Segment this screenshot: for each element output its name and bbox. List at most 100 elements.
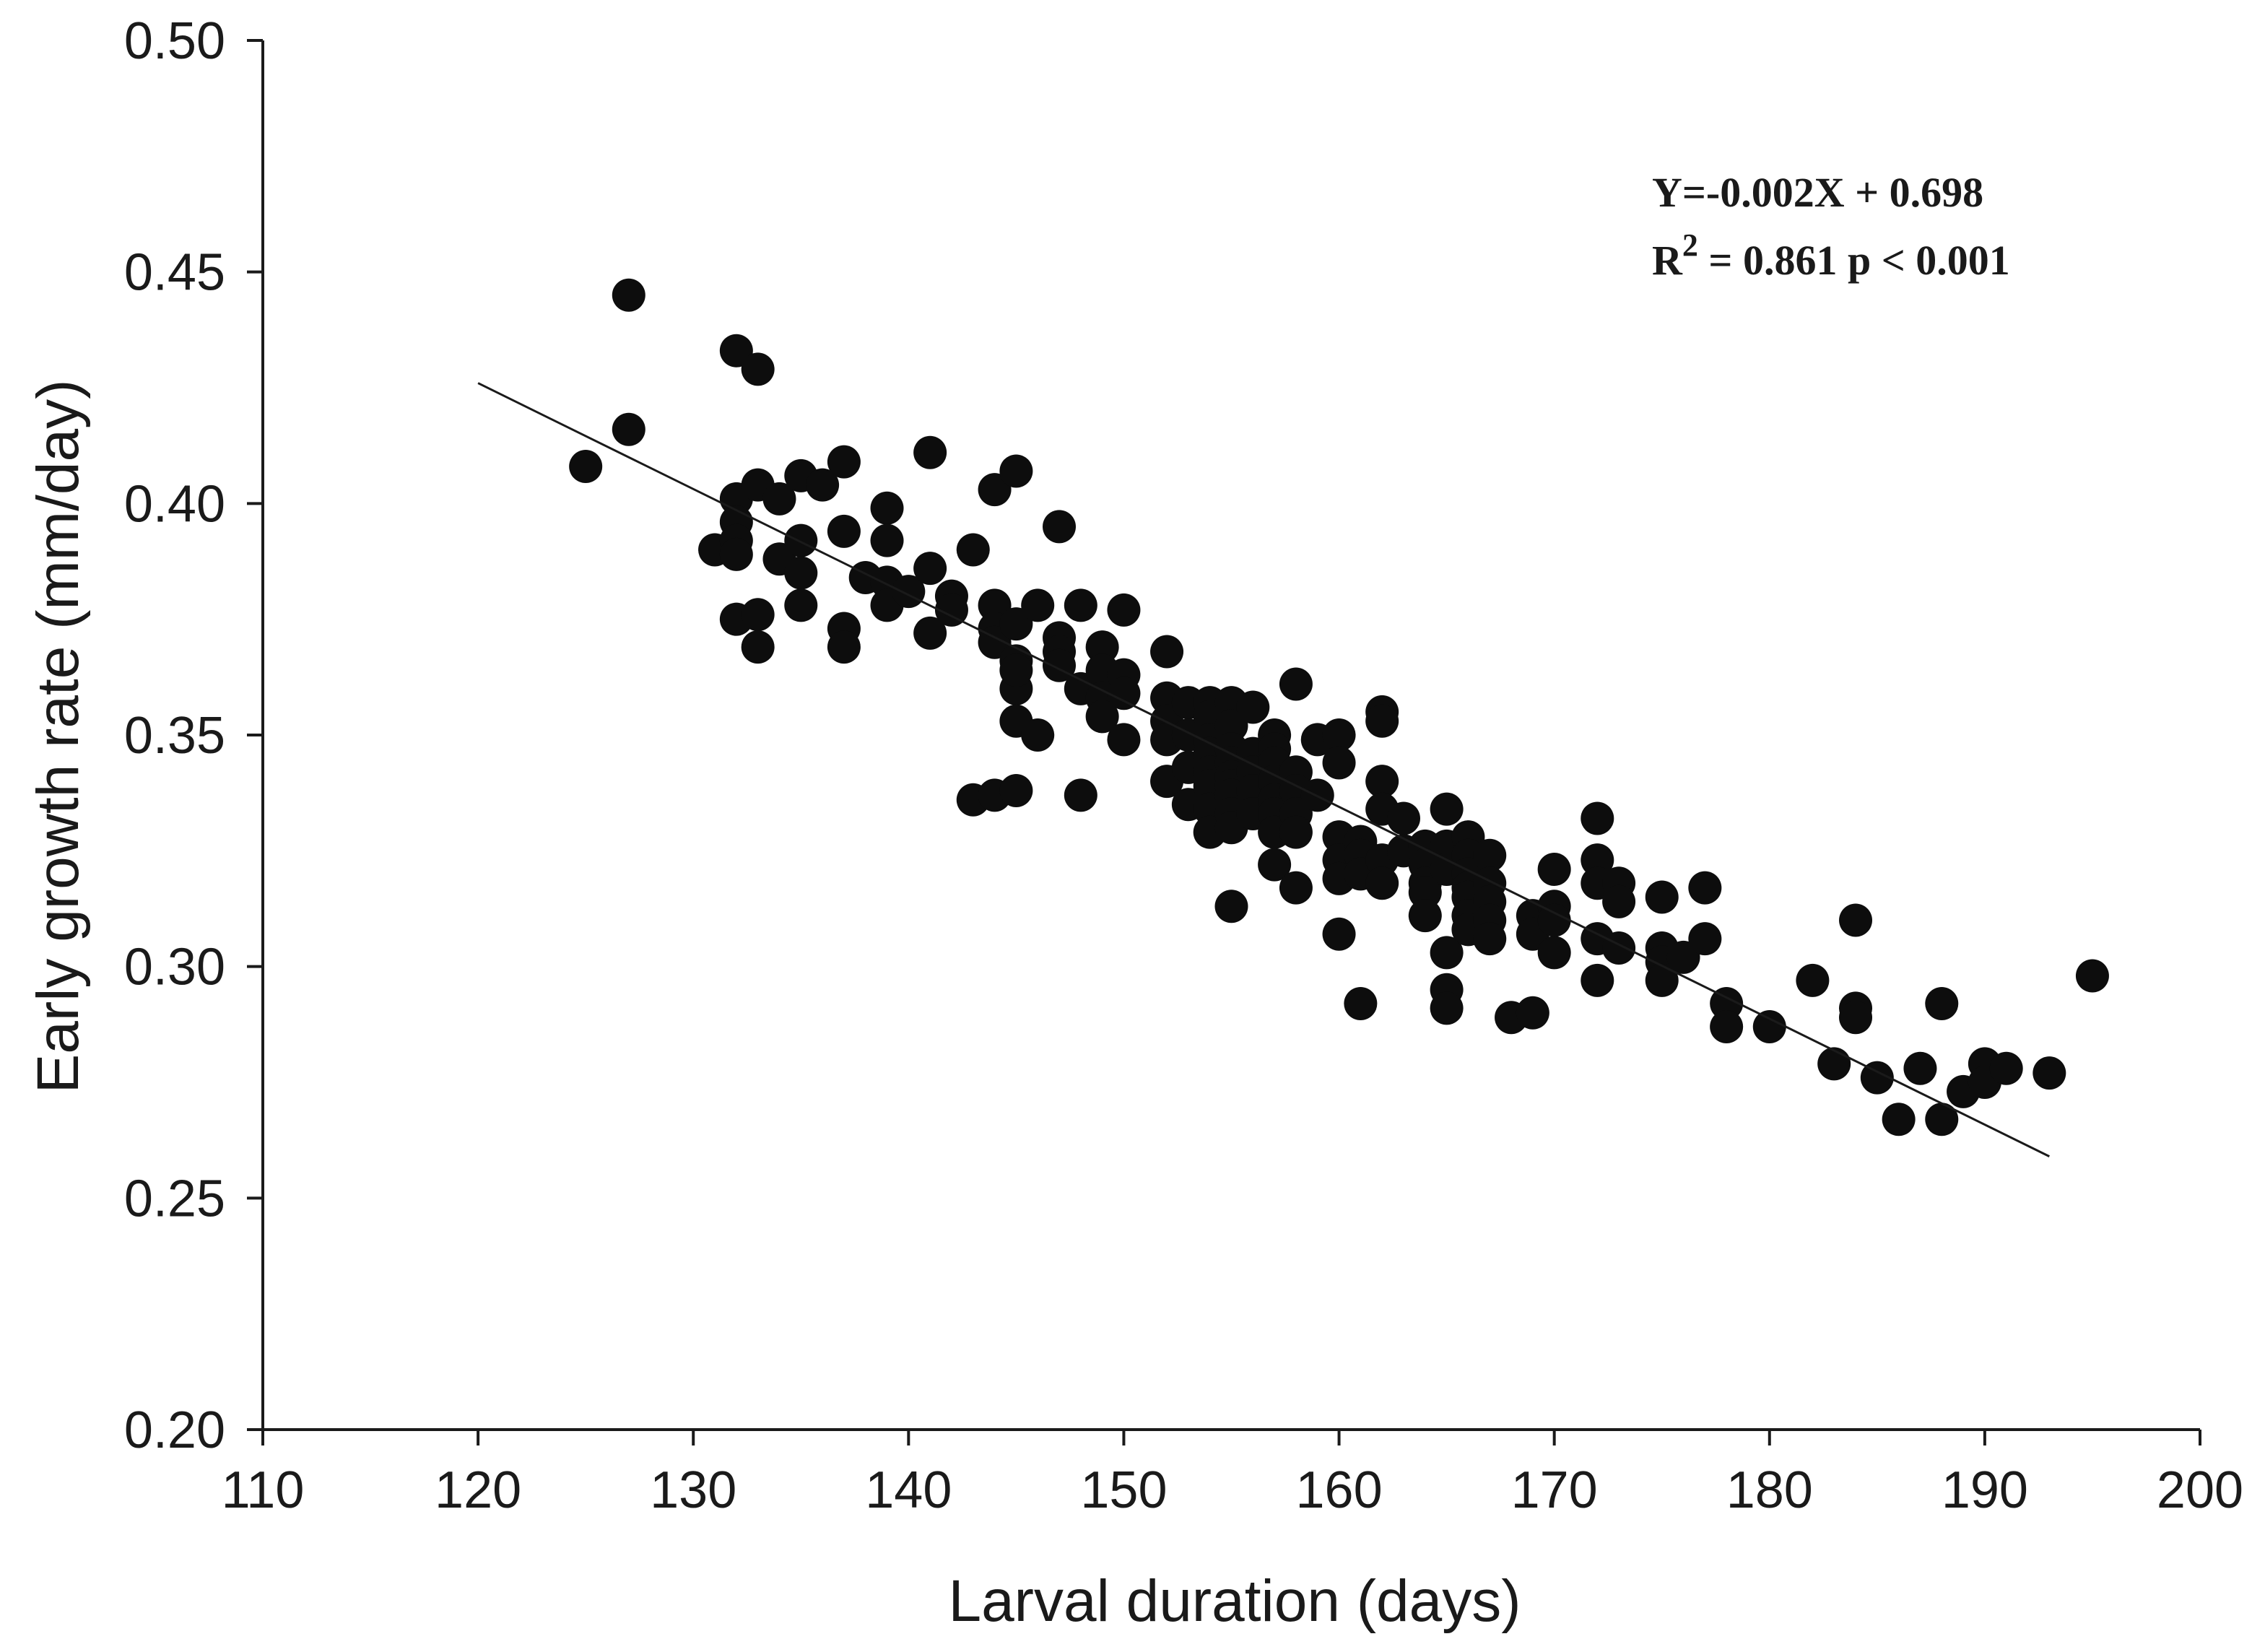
data-point <box>956 533 990 567</box>
data-point <box>1365 866 1399 900</box>
data-point <box>1537 852 1571 886</box>
data-point <box>2075 959 2109 993</box>
r-label: R <box>1652 237 1683 284</box>
data-point <box>1322 746 1356 780</box>
data-point <box>1925 1103 1959 1136</box>
data-point <box>1322 718 1356 752</box>
data-point <box>1344 986 1378 1020</box>
r-superscript: 2 <box>1682 227 1698 263</box>
data-point <box>1882 1103 1916 1136</box>
data-point <box>1365 765 1399 799</box>
data-point <box>1688 922 1722 956</box>
data-point <box>1516 996 1549 1030</box>
data-point <box>1645 880 1679 914</box>
data-point <box>1581 963 1614 997</box>
data-point <box>762 482 796 516</box>
data-point <box>741 598 775 632</box>
data-point <box>1279 871 1313 905</box>
data-point <box>1214 890 1248 923</box>
regression-equation: Y=-0.002X + 0.698 <box>1652 169 1983 216</box>
data-point <box>827 630 861 664</box>
data-point <box>1796 963 1830 997</box>
data-point <box>870 491 904 525</box>
data-point <box>741 630 775 664</box>
regression-line <box>477 382 2050 1157</box>
data-point <box>1903 1051 1937 1085</box>
y-tick-label: 0.25 <box>124 1170 225 1227</box>
data-point <box>1537 903 1571 937</box>
data-point <box>1710 986 1744 1020</box>
data-point <box>1150 635 1184 669</box>
y-tick-label: 0.35 <box>124 707 225 765</box>
data-point <box>1473 922 1507 956</box>
data-point <box>1473 838 1507 872</box>
data-point <box>1839 903 1873 937</box>
data-point <box>612 278 645 312</box>
data-point <box>1085 700 1119 734</box>
data-point <box>569 450 603 484</box>
data-point <box>784 556 818 590</box>
data-point <box>1581 801 1614 835</box>
data-point <box>1989 1051 2023 1085</box>
data-point <box>1322 917 1356 951</box>
y-axis-title: Early growth rate (mm/day) <box>25 380 91 1094</box>
data-point <box>784 523 818 557</box>
data-point <box>999 653 1033 687</box>
x-axis-ticks: 110 120 130 140 150 160 170 180 190 200 <box>222 1430 2243 1519</box>
data-point <box>999 454 1033 488</box>
data-point <box>806 468 840 502</box>
data-point <box>999 773 1033 807</box>
y-axis-ticks: 0.20 0.25 0.30 0.35 0.40 0.45 0.50 <box>124 12 263 1459</box>
data-point <box>1279 815 1313 849</box>
data-point <box>719 537 753 571</box>
x-tick-label: 160 <box>1295 1461 1382 1519</box>
data-point <box>1430 991 1464 1025</box>
data-point <box>1236 690 1270 724</box>
data-point <box>827 514 861 548</box>
data-point <box>1710 1010 1744 1044</box>
data-point <box>1107 723 1141 757</box>
y-tick-label: 0.40 <box>124 475 225 533</box>
data-point <box>1860 1061 1894 1095</box>
data-point <box>1408 899 1442 933</box>
x-tick-label: 130 <box>650 1461 736 1519</box>
data-point <box>1537 936 1571 970</box>
data-point <box>1021 588 1055 622</box>
data-point <box>1645 963 1679 997</box>
x-tick-label: 150 <box>1080 1461 1167 1519</box>
y-tick-label: 0.50 <box>124 12 225 70</box>
data-point <box>1043 510 1077 544</box>
data-point <box>1085 630 1119 664</box>
data-point <box>612 412 645 446</box>
data-point <box>1839 1001 1873 1035</box>
data-point <box>1688 871 1722 905</box>
data-point <box>1365 704 1399 738</box>
data-point <box>1581 843 1614 877</box>
data-point <box>913 616 947 650</box>
x-tick-label: 170 <box>1511 1461 1598 1519</box>
data-point <box>870 523 904 557</box>
data-point <box>1817 1047 1851 1081</box>
data-point <box>1430 792 1464 826</box>
data-point <box>913 552 947 586</box>
data-point <box>1666 940 1700 974</box>
data-point <box>1408 876 1442 910</box>
regression-stats: R2 = 0.861 p < 0.001 <box>1652 227 2010 284</box>
y-tick-label: 0.20 <box>124 1401 225 1459</box>
data-point <box>2033 1056 2066 1090</box>
data-point <box>1258 848 1292 882</box>
data-point <box>1107 677 1141 710</box>
x-tick-label: 200 <box>2157 1461 2243 1519</box>
data-point <box>1602 884 1636 918</box>
data-point <box>1752 1010 1786 1044</box>
data-point <box>1107 593 1141 627</box>
x-tick-label: 180 <box>1726 1461 1813 1519</box>
data-point <box>913 435 947 469</box>
y-tick-label: 0.45 <box>124 244 225 302</box>
data-point <box>1386 801 1420 835</box>
data-point <box>1602 931 1636 965</box>
data-point <box>1021 718 1055 752</box>
data-point <box>1279 667 1313 701</box>
